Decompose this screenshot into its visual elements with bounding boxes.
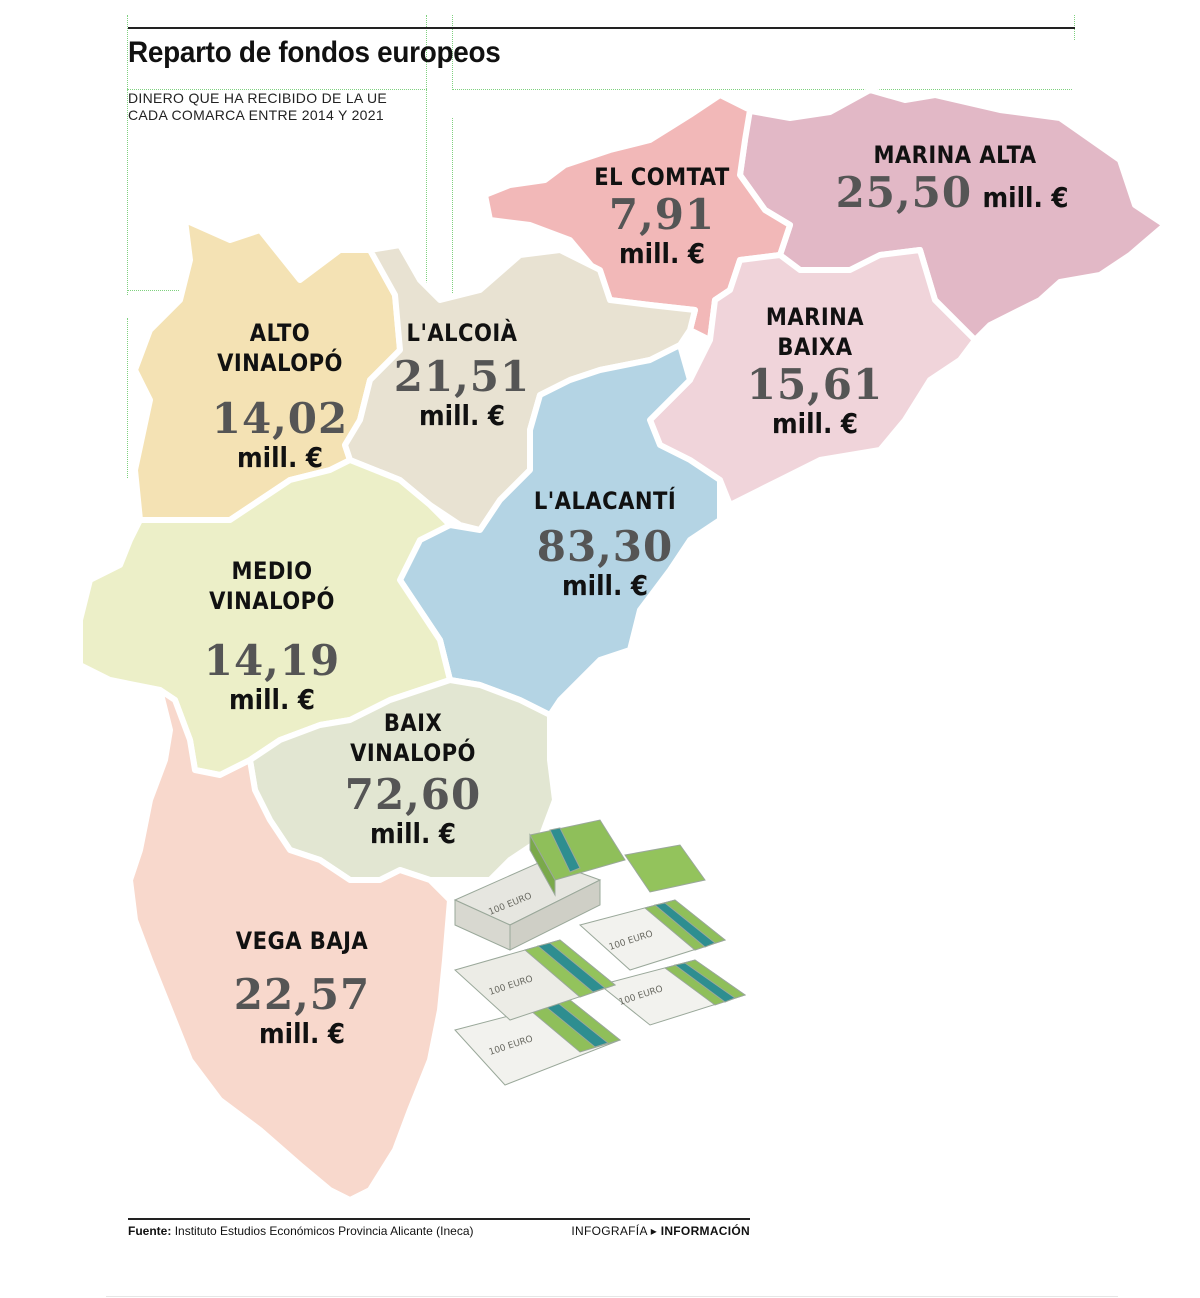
label-marina-baixa: MARINA BAIXA 15,61 mill. € (747, 302, 884, 440)
page-divider (106, 1296, 1118, 1297)
label-marina-alta: MARINA ALTA 25,50 mill. € (836, 140, 1075, 216)
credit-brand: INFORMACIÓN (660, 1224, 750, 1238)
region-unit: mill. € (982, 181, 1069, 214)
source-label: Fuente: (128, 1224, 172, 1238)
credit: INFOGRAFÍA ▸ INFORMACIÓN (571, 1224, 750, 1238)
region-name: VEGA BAJA (235, 927, 369, 955)
label-medio-vinalopo: MEDIO VINALOPÓ 14,19 mill. € (201, 556, 344, 716)
region-name-line-2: VINALOPÓ (350, 739, 476, 767)
region-value: 7,91 (608, 190, 716, 239)
subtitle-line-2: CADA COMARCA ENTRE 2014 Y 2021 (128, 107, 384, 123)
money-stack-icon: 100 EURO 100 EURO 100 EURO 100 EURO 100 … (453, 819, 747, 1086)
region-value: 25,50 (835, 168, 973, 217)
region-name-line-2: BAIXA (777, 333, 853, 361)
layout-guide (452, 89, 1072, 90)
region-name-line-1: MARINA (765, 303, 865, 331)
region-name-line-2: VINALOPÓ (217, 349, 343, 377)
subtitle: DINERO QUE HA RECIBIDO DE LA UE CADA COM… (128, 90, 387, 124)
region-unit: mill. € (258, 1017, 346, 1050)
source-text: Instituto Estudios Económicos Provincia … (174, 1224, 474, 1238)
layout-guide (127, 89, 427, 90)
label-alto-vinalopo: ALTO VINALOPÓ 14,02 mill. € (209, 318, 352, 474)
region-marina-baixa[interactable] (647, 247, 978, 508)
region-value: 83,30 (536, 522, 674, 571)
region-alacanti[interactable] (397, 342, 723, 718)
label-vega-baja: VEGA BAJA 22,57 mill. € (227, 926, 377, 1050)
page-title: Reparto de fondos europeos (128, 36, 501, 69)
arrow-right-icon: ▸ (650, 1224, 658, 1238)
layout-guide (127, 318, 128, 478)
label-alcoia: L'ALCOIÀ 21,51 mill. € (394, 318, 531, 432)
label-alacanti: L'ALACANTÍ 83,30 mill. € (524, 486, 686, 602)
bottom-rule (128, 1218, 750, 1220)
region-value: 15,61 (746, 360, 884, 409)
region-unit: mill. € (771, 407, 859, 440)
region-name: L'ALCOIÀ (406, 319, 518, 347)
top-rule (128, 27, 1075, 29)
region-name-line-1: ALTO (249, 319, 311, 347)
region-name-line-1: MEDIO (231, 557, 313, 585)
credit-prefix: INFOGRAFÍA (571, 1224, 648, 1238)
label-baix-vinalopo: BAIX VINALOPÓ 72,60 mill. € (342, 708, 485, 850)
label-el-comtat: EL COMTAT 7,91 mill. € (585, 162, 739, 270)
region-value: 14,19 (203, 636, 341, 685)
region-value: 72,60 (344, 770, 482, 819)
region-name-line-1: BAIX (383, 709, 443, 737)
region-name: MARINA ALTA (873, 141, 1037, 169)
source-note: Fuente: Instituto Estudios Económicos Pr… (128, 1224, 474, 1238)
region-unit: mill. € (618, 237, 706, 270)
layout-guide (426, 15, 427, 295)
region-unit: mill. € (236, 441, 324, 474)
region-name: L'ALACANTÍ (533, 487, 677, 515)
subtitle-line-1: DINERO QUE HA RECIBIDO DE LA UE (128, 90, 388, 106)
region-value: 22,57 (233, 970, 371, 1019)
layout-guide (452, 118, 453, 293)
region-name-line-2: VINALOPÓ (209, 587, 335, 615)
region-unit: mill. € (369, 817, 457, 850)
region-name: EL COMTAT (594, 163, 730, 191)
region-unit: mill. € (228, 683, 316, 716)
region-value: 14,02 (211, 394, 349, 443)
layout-guide (127, 15, 128, 295)
region-unit: mill. € (561, 569, 649, 602)
region-vega-baja[interactable] (127, 687, 453, 1203)
layout-guide (452, 15, 453, 90)
region-value: 21,51 (393, 352, 531, 401)
region-unit: mill. € (418, 399, 506, 432)
